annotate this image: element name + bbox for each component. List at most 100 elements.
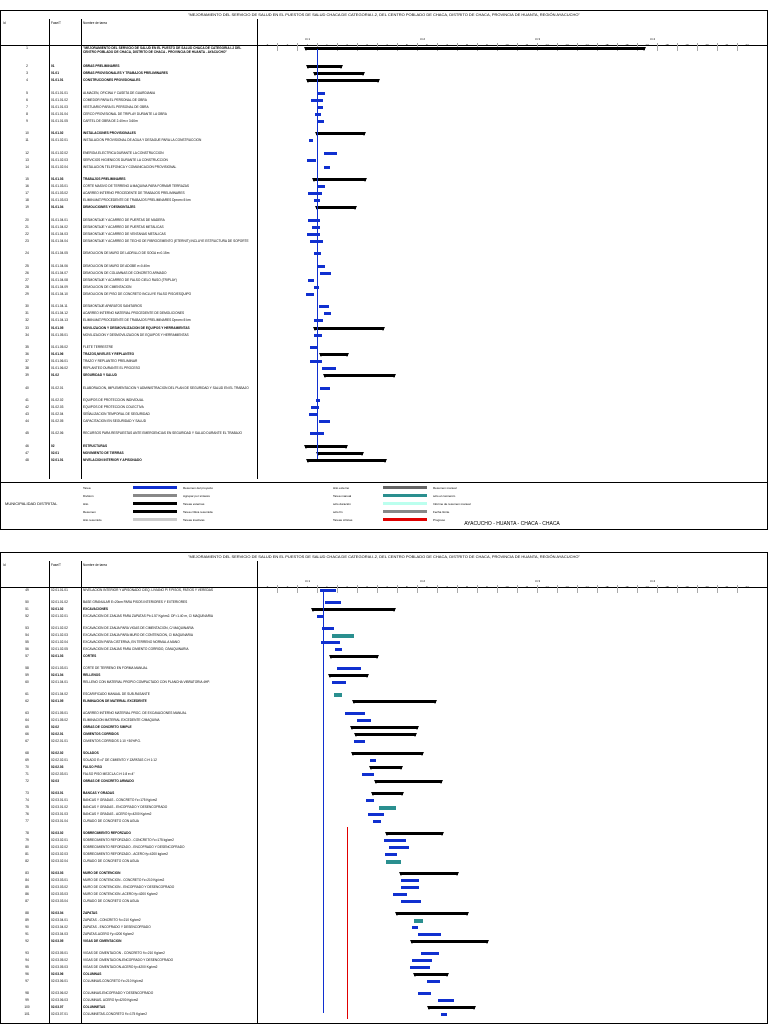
task-row[interactable]: 38 01.01.06.02 REPLANTEO DURANTE EL PROCES… bbox=[1, 366, 257, 371]
task-bar[interactable] bbox=[412, 926, 418, 929]
task-row[interactable]: 44 01.02.05 CAPACITACION EN SEGURIDAD Y SA… bbox=[1, 419, 257, 428]
task-bar[interactable] bbox=[401, 879, 419, 882]
task-row[interactable]: 17 01.01.03.02 ACARREO INTERNO PROCEDENTE … bbox=[1, 191, 257, 196]
task-bar[interactable] bbox=[379, 806, 397, 810]
task-row[interactable]: 37 01.01.06.01 TRAZO Y REPLANTEO PRELIMINA… bbox=[1, 359, 257, 364]
task-row[interactable]: 97 02.03.06.01 COLUMNAS-CONCRETO f'c=210 K… bbox=[1, 979, 257, 988]
task-bar[interactable] bbox=[306, 293, 314, 296]
summary-bar[interactable] bbox=[317, 452, 363, 455]
summary-bar[interactable] bbox=[314, 327, 384, 330]
task-row[interactable]: 8 01.01.01.04 CERCO PROVISIONAL DE TRIPLAY… bbox=[1, 112, 257, 117]
task-row[interactable]: 23 01.01.04.04 DESMONTAJE Y ACARREO DE TEC… bbox=[1, 239, 257, 248]
task-row[interactable]: 13 01.01.02.03 SERVICIOS HIGIENICOS DURANT… bbox=[1, 158, 257, 163]
task-row[interactable]: 83 02.03.03 MURO DE CONTENCION bbox=[1, 871, 257, 876]
task-bar[interactable] bbox=[373, 820, 381, 823]
task-row[interactable]: 96 02.03.06 COLUMNAS bbox=[1, 972, 257, 977]
task-row[interactable]: 94 02.03.05.02 VIGAS DE CIMENTACION-ENCOFR… bbox=[1, 958, 257, 963]
task-row[interactable]: 6 01.01.01.02 COMEDOR PARA EL PERSONAL DE … bbox=[1, 98, 257, 103]
task-row[interactable]: 92 02.03.05 VIGAS DE CIMENTACION bbox=[1, 939, 257, 948]
task-row[interactable]: 35 01.01.05.02 FLETE TERRESTRE bbox=[1, 345, 257, 350]
summary-bar[interactable] bbox=[316, 206, 356, 209]
task-row[interactable]: 3 01.01 OBRAS PROVISIONALES Y TRABAJOS PRE… bbox=[1, 71, 257, 76]
task-bar[interactable] bbox=[310, 346, 316, 349]
task-row[interactable]: 49 02.01.01.01 NIVELACION INTERIOR Y APISO… bbox=[1, 588, 257, 597]
summary-bar[interactable] bbox=[307, 459, 386, 462]
task-row[interactable]: 101 02.03.07.01 COLUMNETAS-CONCRETO f'c=17… bbox=[1, 1012, 257, 1017]
task-row[interactable]: 76 02.03.01.03 BANCAS Y GRADAS - ACERO fy=… bbox=[1, 812, 257, 817]
task-bar[interactable] bbox=[312, 226, 320, 229]
task-row[interactable]: 53 02.01.02.02 EXCAVACION DE ZANJA PARA VI… bbox=[1, 626, 257, 631]
task-bar[interactable] bbox=[438, 999, 454, 1002]
task-row[interactable]: 88 02.03.04 ZAPATAS bbox=[1, 911, 257, 916]
task-row[interactable]: 36 01.01.06 TRAZOS,NIVELES Y REPLANTEO bbox=[1, 352, 257, 357]
summary-bar[interactable] bbox=[312, 608, 395, 611]
task-row[interactable]: 93 02.03.05.01 VIGAS DE CIMENTACION - CONC… bbox=[1, 951, 257, 956]
task-row[interactable]: 84 02.03.03.01 MURO DE CONTENCION - CONCRE… bbox=[1, 878, 257, 883]
task-row[interactable]: 73 02.03.01 BANCAS Y GRADAS bbox=[1, 791, 257, 796]
task-bar[interactable] bbox=[332, 681, 347, 684]
task-row[interactable]: 89 02.03.04.01 ZAPATAS - CONCRETO f'c=210 … bbox=[1, 918, 257, 923]
task-bar[interactable] bbox=[307, 159, 315, 162]
summary-bar[interactable] bbox=[396, 912, 468, 915]
task-row[interactable]: 26 01.01.04.07 DEMOLICION DE COLUMNAS DE C… bbox=[1, 271, 257, 276]
task-row[interactable]: 50 02.01.01.02 BASE GRANULAR E=20cm PARA P… bbox=[1, 600, 257, 605]
task-row[interactable]: 86 02.03.03.03 MURO DE CONTENCION -ACERO f… bbox=[1, 892, 257, 897]
task-row[interactable]: 40 01.02.01 ELABORACION, IMPLEMENTACION Y … bbox=[1, 386, 257, 395]
summary-bar[interactable] bbox=[329, 674, 368, 677]
task-bar[interactable] bbox=[308, 279, 314, 282]
task-bar[interactable] bbox=[414, 919, 422, 923]
summary-bar[interactable] bbox=[372, 792, 403, 795]
task-row[interactable]: 5 01.01.01.01 ALMACEN, OFICINA Y CASETA DE… bbox=[1, 91, 257, 96]
task-row[interactable]: 21 01.01.04.02 DESMONTAJE Y ACARREO DE PUE… bbox=[1, 225, 257, 230]
task-row[interactable]: 99 02.03.06.03 COLUMNAS- ACERO fy=4200 Kg/… bbox=[1, 998, 257, 1003]
task-row[interactable]: 19 01.01.04 DEMOLICIONES Y DESMONTAJES bbox=[1, 205, 257, 214]
task-row[interactable]: 56 02.01.02.05 EXCAVACION DE ZANJAS PARA C… bbox=[1, 647, 257, 652]
task-bar[interactable] bbox=[362, 773, 375, 776]
task-row[interactable]: 98 02.03.06.02 COLUMNAS-ENCOFRADO Y DESENC… bbox=[1, 991, 257, 996]
summary-bar[interactable] bbox=[351, 726, 418, 729]
task-bar[interactable] bbox=[324, 312, 331, 315]
task-bar[interactable] bbox=[308, 219, 320, 222]
summary-bar[interactable] bbox=[330, 655, 378, 658]
task-row[interactable]: 85 02.03.03.02 MURO DE CONTENCION - ENCOFR… bbox=[1, 885, 257, 890]
task-row[interactable]: 24 01.01.04.05 DEMOLICION DE MURO DE LADRI… bbox=[1, 251, 257, 260]
task-row[interactable]: 72 02.03 OBRAS DE CONCRETO ARMADO bbox=[1, 779, 257, 788]
task-bar[interactable] bbox=[324, 166, 330, 169]
summary-bar[interactable] bbox=[314, 72, 364, 75]
task-row[interactable]: 42 01.02.03 EQUIPOS DE PROTECCION COLECTIV… bbox=[1, 405, 257, 410]
task-bar[interactable] bbox=[366, 799, 374, 802]
task-bar[interactable] bbox=[421, 952, 439, 955]
summary-bar[interactable] bbox=[386, 832, 443, 835]
task-row[interactable]: 7 01.01.01.03 VESTUARIO PARA EL PERSONAL D… bbox=[1, 105, 257, 110]
summary-bar[interactable] bbox=[352, 752, 422, 755]
task-row[interactable]: 11 01.01.02.01 INSTALACION PROVISIONAL DE … bbox=[1, 138, 257, 147]
task-row[interactable]: 57 02.01.03 CORTES bbox=[1, 654, 257, 663]
task-row[interactable]: 52 02.01.02.01 EXCAVACION DE ZANJAS PARA Z… bbox=[1, 614, 257, 623]
task-bar[interactable] bbox=[337, 667, 361, 670]
task-row[interactable]: 91 02.03.04.03 ZAPATAS-ACERO f'y=4200 Kg/c… bbox=[1, 932, 257, 937]
summary-bar[interactable] bbox=[375, 780, 441, 783]
summary-bar[interactable] bbox=[324, 374, 396, 377]
task-row[interactable]: 32 01.01.04.13 ELIMIN.MAT.PROCEDENTE DE TR… bbox=[1, 318, 257, 323]
task-bar[interactable] bbox=[314, 319, 323, 322]
task-bar[interactable] bbox=[384, 839, 406, 842]
task-bar[interactable] bbox=[357, 719, 370, 722]
task-bar[interactable] bbox=[370, 759, 376, 762]
summary-bar[interactable] bbox=[414, 973, 448, 976]
task-row[interactable]: 14 01.01.02.04 INSTALACION TELEFONICA Y CO… bbox=[1, 165, 257, 174]
task-bar[interactable] bbox=[319, 305, 329, 308]
task-row[interactable]: 28 01.01.04.09 DEMOLICION DE CIMENTACION bbox=[1, 285, 257, 290]
task-row[interactable]: 4 01.01.01 CONSTRUCCIONES PROVISIONALES bbox=[1, 78, 257, 87]
task-row[interactable]: 68 02.02.02 SOLADOS bbox=[1, 751, 257, 756]
task-row[interactable]: 30 01.01.04.11 DESMONTAJE APARATOS SANITAR… bbox=[1, 304, 257, 309]
task-row[interactable]: 1 "MEJORAMIENTO DEL SERVICIO DE SALUD EN … bbox=[1, 46, 257, 59]
task-row[interactable]: 33 01.01.05 MOVILIZACION Y DESMOVILIZACION… bbox=[1, 326, 257, 331]
task-bar[interactable] bbox=[385, 853, 397, 856]
summary-bar[interactable] bbox=[313, 178, 366, 181]
task-bar[interactable] bbox=[334, 693, 342, 697]
task-row[interactable]: 46 02 ESTRUCTURAS bbox=[1, 444, 257, 449]
task-bar[interactable] bbox=[418, 992, 431, 995]
task-row[interactable]: 58 02.01.03.01 CORTE DE TERRENO EN FORMA M… bbox=[1, 666, 257, 671]
task-row[interactable]: 75 02.03.01.02 BANCAS Y GRADAS - ENCOFRADO… bbox=[1, 805, 257, 810]
task-bar[interactable] bbox=[318, 106, 323, 109]
